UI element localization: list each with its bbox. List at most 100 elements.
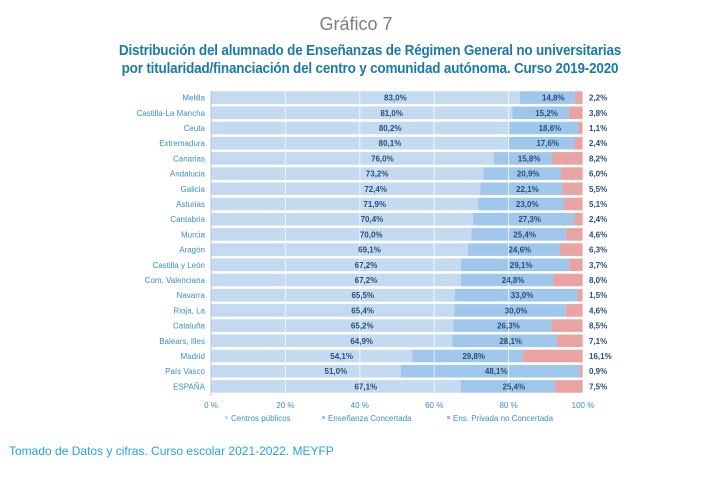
category-label: Galicia bbox=[181, 185, 206, 194]
value-label-concertada: 24,8% bbox=[502, 276, 525, 285]
value-label-concertada: 33,0% bbox=[511, 291, 534, 300]
bar-concertada bbox=[512, 106, 569, 120]
value-label-publicos: 70,4% bbox=[361, 215, 384, 224]
value-label-concertada: 48,1% bbox=[485, 367, 508, 376]
bar-publicos bbox=[211, 304, 455, 317]
bar-concertada bbox=[453, 319, 552, 332]
value-label-privada: 16,1% bbox=[589, 352, 612, 361]
value-label-concertada: 28,1% bbox=[499, 337, 522, 346]
bar-privada bbox=[574, 212, 584, 226]
legend-label-privada: Ens. Privada no Concertada bbox=[453, 414, 554, 423]
value-label-privada: 1,5% bbox=[589, 291, 607, 300]
legend-label-concertada: Enseñanza Concertada bbox=[328, 414, 412, 423]
category-label: Canarias bbox=[173, 154, 205, 163]
category-label: Castilla y León bbox=[153, 261, 205, 270]
bar-publicos bbox=[211, 319, 454, 332]
bar-publicos bbox=[211, 182, 481, 196]
value-label-publicos: 67,2% bbox=[355, 276, 378, 285]
value-label-privada: 5,5% bbox=[589, 185, 607, 194]
category-label: Melilla bbox=[182, 94, 205, 103]
value-label-privada: 7,5% bbox=[589, 382, 607, 391]
bar-privada bbox=[574, 91, 583, 104]
x-tick-label: 100 % bbox=[572, 401, 595, 410]
value-label-concertada: 26,3% bbox=[497, 322, 520, 331]
bar-privada bbox=[561, 167, 584, 180]
bar-privada bbox=[523, 349, 583, 363]
value-label-privada: 3,7% bbox=[589, 261, 607, 270]
chart-title-line-1: Distribución del alumnado de Enseñanzas … bbox=[118, 43, 622, 59]
bar-concertada bbox=[471, 228, 566, 241]
value-label-concertada: 14,8% bbox=[542, 94, 565, 103]
bar-publicos bbox=[211, 91, 520, 104]
value-label-concertada: 23,0% bbox=[516, 200, 539, 209]
bar-concertada bbox=[472, 212, 575, 226]
bar-concertada bbox=[460, 258, 570, 272]
bar-publicos bbox=[211, 364, 401, 378]
bar-publicos bbox=[211, 349, 413, 363]
value-label-publicos: 51,0% bbox=[325, 367, 348, 376]
value-label-concertada: 15,2% bbox=[535, 109, 558, 118]
value-label-concertada: 15,8% bbox=[518, 154, 541, 163]
value-label-concertada: 22,1% bbox=[516, 185, 539, 194]
bar-privada bbox=[551, 319, 583, 332]
value-label-publicos: 80,1% bbox=[379, 139, 402, 148]
bar-concertada bbox=[454, 288, 578, 302]
chart-title-line-2: por titularidad/financiación del centro … bbox=[121, 61, 619, 77]
category-label: Asturias bbox=[176, 200, 205, 209]
category-label: Extremadura bbox=[159, 139, 205, 148]
bar-concertada bbox=[452, 334, 557, 348]
value-label-privada: 8,0% bbox=[589, 276, 607, 285]
value-label-privada: 2,4% bbox=[589, 215, 607, 224]
value-label-publicos: 76,0% bbox=[371, 154, 394, 163]
bar-privada bbox=[569, 258, 583, 272]
value-label-privada: 5,1% bbox=[589, 200, 607, 209]
category-label: Aragón bbox=[179, 246, 205, 255]
bar-privada bbox=[555, 380, 583, 393]
value-label-privada: 4,6% bbox=[589, 230, 607, 239]
bar-privada bbox=[565, 304, 583, 317]
value-label-privada: 3,8% bbox=[589, 109, 607, 118]
value-label-concertada: 27,3% bbox=[518, 215, 541, 224]
category-label: Rioja, La bbox=[173, 306, 205, 315]
value-label-concertada: 29,1% bbox=[510, 261, 533, 270]
bar-publicos bbox=[211, 258, 461, 272]
category-label: País Vasco bbox=[165, 367, 205, 376]
bar-concertada bbox=[400, 364, 580, 378]
category-label: Cataluña bbox=[173, 322, 206, 331]
x-tick-label: 20 % bbox=[276, 401, 294, 410]
value-label-privada: 0,9% bbox=[589, 367, 607, 376]
value-label-privada: 7,1% bbox=[589, 337, 607, 346]
category-label: Ceuta bbox=[184, 124, 206, 133]
bar-concertada bbox=[468, 243, 560, 256]
category-label: Madrid bbox=[181, 352, 205, 361]
bar-concertada bbox=[454, 304, 566, 317]
bar-concertada bbox=[412, 349, 524, 363]
value-label-concertada: 25,4% bbox=[513, 230, 536, 239]
value-label-publicos: 65,5% bbox=[351, 291, 374, 300]
bar-publicos bbox=[211, 380, 461, 393]
chart-number: Gráfico 7 bbox=[319, 14, 393, 34]
bar-privada bbox=[578, 121, 583, 135]
value-label-publicos: 65,2% bbox=[351, 322, 374, 331]
value-label-concertada: 24,6% bbox=[508, 246, 531, 255]
value-label-publicos: 81,0% bbox=[380, 109, 403, 118]
bar-privada bbox=[574, 136, 584, 150]
bar-concertada bbox=[480, 182, 563, 196]
category-label: Com. Valenciana bbox=[145, 276, 206, 285]
value-label-privada: 4,6% bbox=[589, 306, 607, 315]
bar-concertada bbox=[478, 197, 565, 211]
bar-publicos bbox=[211, 273, 461, 287]
value-label-privada: 1,1% bbox=[589, 124, 607, 133]
bar-privada bbox=[553, 273, 583, 287]
category-label: ESPAÑA bbox=[173, 382, 206, 391]
value-label-concertada: 20,9% bbox=[517, 170, 540, 179]
bar-concertada bbox=[460, 273, 554, 287]
legend-label-publicos: Centros públicos bbox=[231, 414, 291, 423]
value-label-concertada: 30,0% bbox=[505, 306, 528, 315]
bar-publicos bbox=[211, 167, 484, 180]
bar-publicos bbox=[211, 334, 453, 348]
x-tick-label: 0 % bbox=[204, 401, 218, 410]
category-label: Castilla-La Mancha bbox=[137, 109, 206, 118]
value-label-publicos: 70,0% bbox=[360, 230, 383, 239]
